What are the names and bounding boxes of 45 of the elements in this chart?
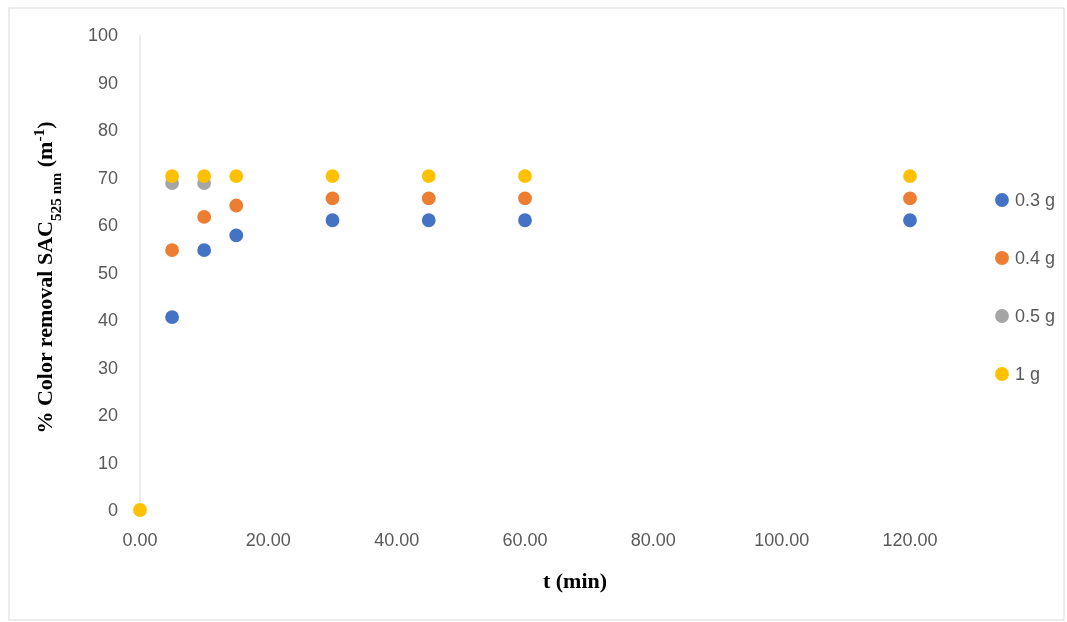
point xyxy=(903,191,917,206)
x-tick-label: 20.00 xyxy=(245,530,291,550)
x-tick-label: 80.00 xyxy=(630,530,676,550)
point xyxy=(165,243,179,258)
point xyxy=(229,228,244,243)
point xyxy=(165,310,179,325)
point xyxy=(518,169,532,183)
x-tick-label: 40.00 xyxy=(374,530,420,550)
point xyxy=(421,213,436,228)
y-tick-label: 30 xyxy=(97,357,118,378)
x-tick-label: 120.00 xyxy=(882,530,938,550)
y-tick-label: 20 xyxy=(97,405,118,426)
point xyxy=(421,191,436,206)
legend-label: 0.3 g xyxy=(1015,190,1056,211)
point xyxy=(325,191,340,206)
point xyxy=(229,198,244,213)
point xyxy=(518,191,532,206)
point xyxy=(325,169,340,183)
y-tick-label: 0 xyxy=(107,500,118,521)
point xyxy=(421,169,436,183)
x-tick-label: 100.00 xyxy=(754,530,810,550)
point xyxy=(133,503,147,517)
y-tick-label: 100 xyxy=(87,25,118,46)
point xyxy=(325,213,340,228)
x-tick-label: 60.00 xyxy=(502,530,548,550)
point xyxy=(903,213,917,228)
y-tick-label: 90 xyxy=(97,72,118,93)
point xyxy=(197,169,212,183)
x-tick-label: 0.00 xyxy=(122,530,158,550)
point xyxy=(518,213,532,228)
legend-label: 0.5 g xyxy=(1015,306,1056,327)
legend-label: 0.4 g xyxy=(1015,248,1056,269)
y-tick-label: 80 xyxy=(97,120,118,141)
y-tick-label: 40 xyxy=(97,310,118,331)
x-axis-title: t (min) xyxy=(542,568,608,593)
y-tick-label: 50 xyxy=(97,262,118,283)
point xyxy=(197,243,212,258)
point xyxy=(197,210,212,224)
point xyxy=(229,169,244,183)
legend-label: 1 g xyxy=(1015,364,1041,385)
y-tick-label: 10 xyxy=(97,452,118,473)
y-tick-label: 60 xyxy=(97,215,118,236)
y-tick-label: 70 xyxy=(97,167,118,188)
point xyxy=(165,169,179,183)
point xyxy=(903,169,917,183)
